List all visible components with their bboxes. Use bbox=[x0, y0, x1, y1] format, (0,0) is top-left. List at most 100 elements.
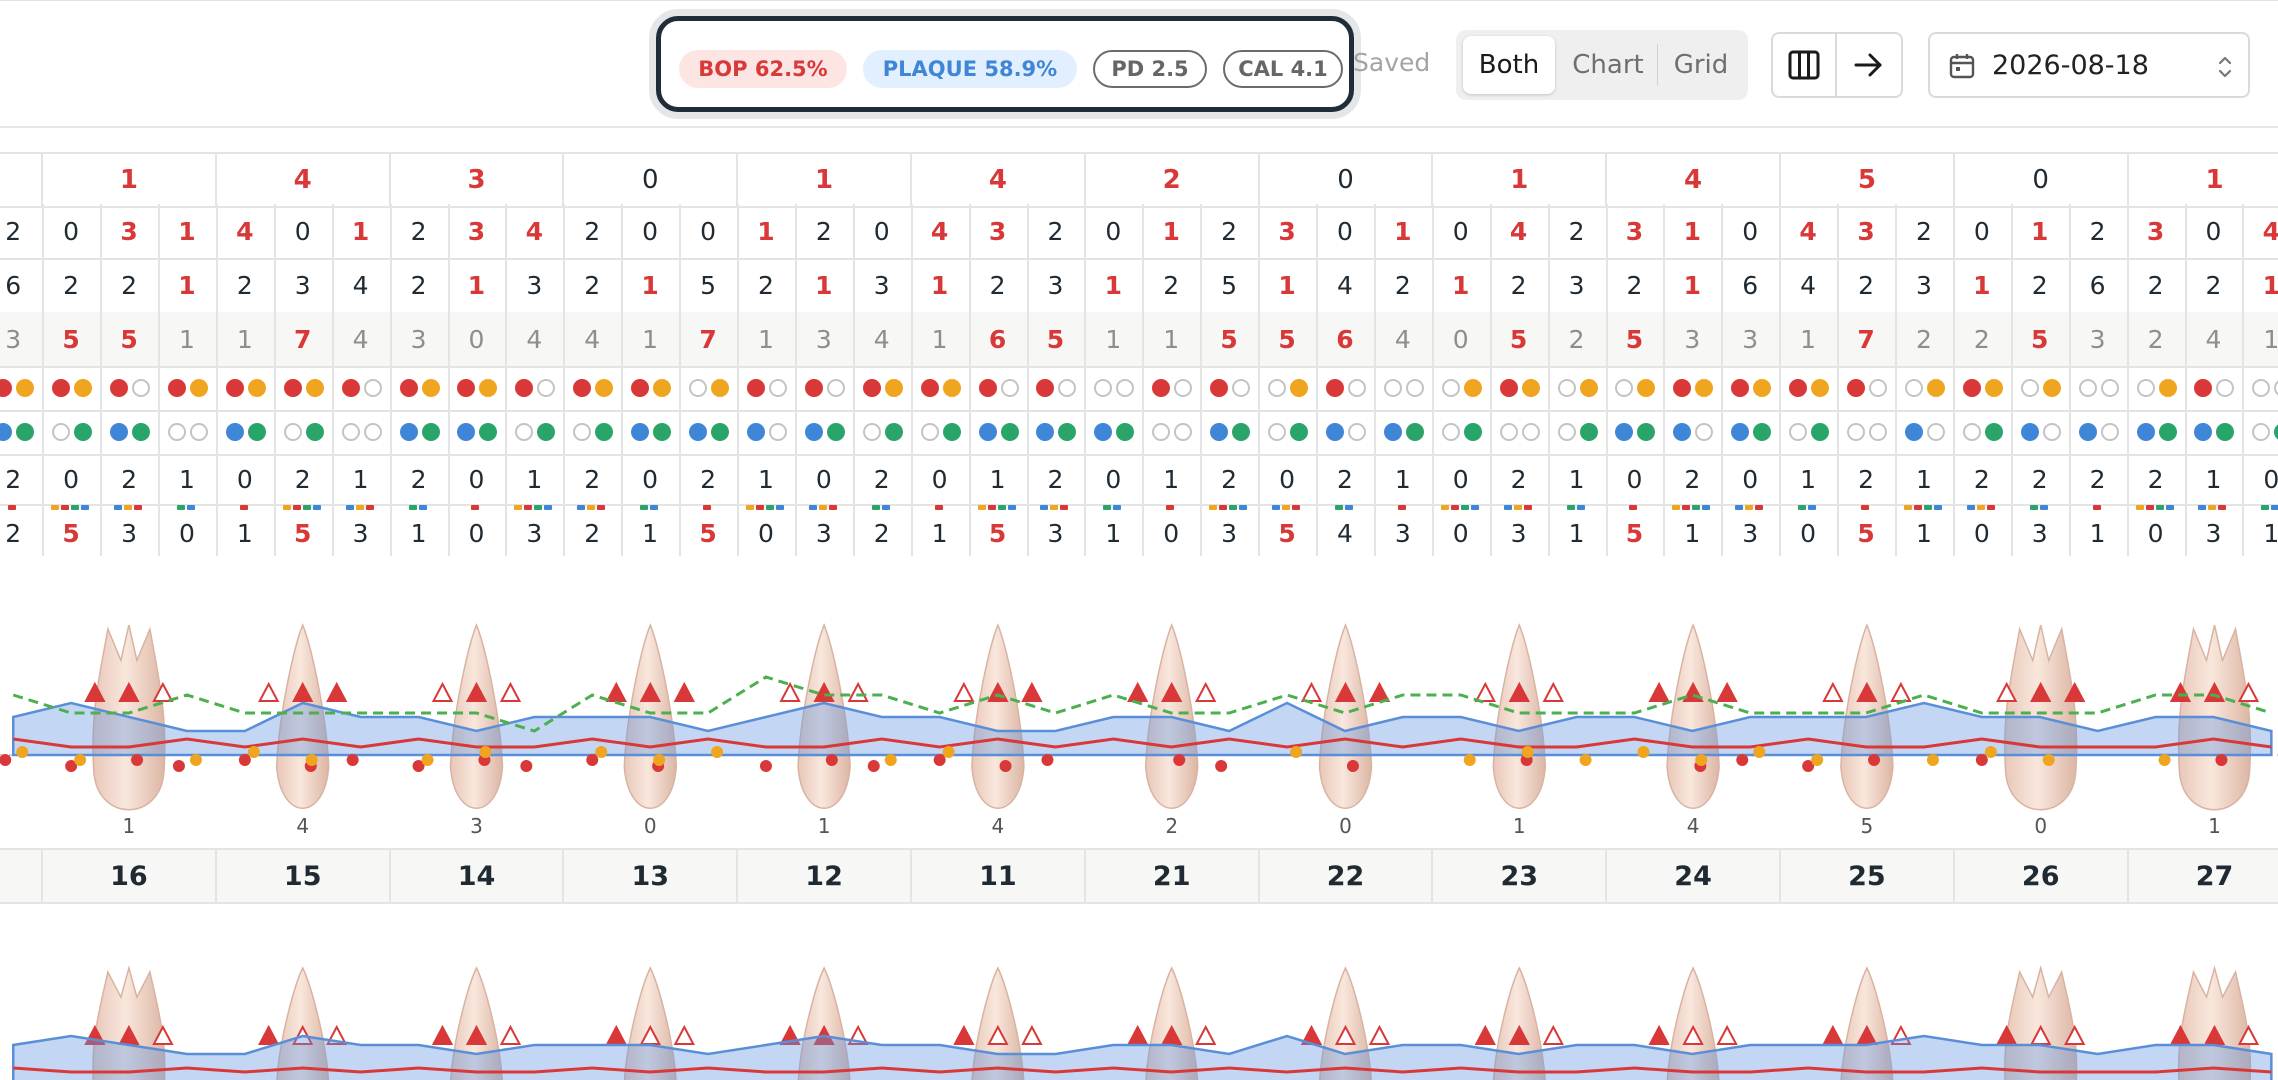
suppuration-dot[interactable] bbox=[1521, 379, 1540, 397]
plaque-dot[interactable] bbox=[1731, 423, 1750, 441]
bleeding-dot[interactable] bbox=[1036, 379, 1055, 397]
gingival-margin-cell[interactable]: 1 bbox=[178, 270, 196, 300]
cal-cell[interactable]: 1 bbox=[757, 324, 774, 354]
calculus-dot[interactable] bbox=[479, 423, 498, 441]
bleeding-cell[interactable]: 0 bbox=[1105, 464, 1122, 494]
plaque-dot[interactable] bbox=[1962, 423, 1981, 441]
gingival-margin-cell[interactable]: 2 bbox=[410, 270, 427, 300]
cal-cell[interactable]: 5 bbox=[120, 324, 138, 354]
furcation-cell[interactable]: 3 bbox=[121, 518, 137, 548]
cal-cell[interactable]: 4 bbox=[2205, 324, 2222, 354]
furcation-cell[interactable]: 3 bbox=[526, 518, 543, 548]
date-picker[interactable]: 2026-08-18 bbox=[1928, 32, 2250, 98]
suppuration-dot[interactable] bbox=[884, 379, 903, 397]
gingival-margin-cell[interactable]: 5 bbox=[700, 270, 716, 300]
probing-depth-cell[interactable]: 0 bbox=[294, 216, 311, 246]
suppuration-dot[interactable] bbox=[132, 379, 151, 397]
lower-tooth-26[interactable] bbox=[2004, 965, 2078, 1080]
gingival-margin-cell[interactable]: 3 bbox=[1915, 270, 1932, 300]
calculus-dot[interactable] bbox=[2042, 423, 2061, 441]
tooth-24[interactable] bbox=[1666, 623, 1720, 809]
tooth-14[interactable] bbox=[449, 623, 504, 809]
probing-depth-cell[interactable]: 2 bbox=[1568, 216, 1585, 246]
calculus-dot[interactable] bbox=[942, 423, 961, 441]
bleeding-cell[interactable]: 0 bbox=[236, 464, 253, 494]
gingival-margin-cell[interactable]: 2 bbox=[584, 270, 601, 300]
calculus-dot[interactable] bbox=[1637, 423, 1656, 441]
gingival-margin-cell[interactable]: 1 bbox=[1278, 270, 1296, 300]
cal-cell[interactable]: 4 bbox=[584, 324, 601, 354]
suppuration-dot[interactable] bbox=[305, 379, 324, 397]
calculus-dot[interactable] bbox=[884, 423, 903, 441]
plaque-dot[interactable] bbox=[399, 423, 418, 441]
bleeding-cell[interactable]: 2 bbox=[5, 464, 22, 494]
calculus-dot[interactable] bbox=[305, 423, 324, 441]
view-both-button[interactable]: Both bbox=[1463, 36, 1555, 94]
calculus-dot[interactable] bbox=[1290, 423, 1309, 441]
mobility-cell[interactable]: 1 bbox=[1510, 165, 1529, 195]
bleeding-cell[interactable]: 2 bbox=[1336, 464, 1353, 494]
plaque-dot[interactable] bbox=[1152, 423, 1171, 441]
furcation-cell[interactable]: 5 bbox=[1625, 518, 1644, 548]
furcation-cell[interactable]: 1 bbox=[2263, 518, 2278, 548]
lower-tooth-16[interactable] bbox=[92, 965, 166, 1080]
bleeding-cell[interactable]: 2 bbox=[1858, 464, 1874, 494]
suppuration-dot[interactable] bbox=[595, 379, 614, 397]
plaque-dot[interactable] bbox=[978, 423, 997, 441]
bleeding-dot[interactable] bbox=[1441, 379, 1460, 397]
calculus-dot[interactable] bbox=[1232, 423, 1251, 441]
furcation-cell[interactable]: 3 bbox=[1047, 518, 1064, 548]
gingival-margin-cell[interactable]: 1 bbox=[641, 270, 659, 300]
furcation-cell[interactable]: 2 bbox=[584, 518, 601, 548]
probing-depth-cell[interactable]: 2 bbox=[584, 216, 601, 246]
bleeding-dot[interactable] bbox=[1557, 379, 1576, 397]
bleeding-cell[interactable]: 1 bbox=[1568, 464, 1585, 494]
mobility-cell[interactable]: 1 bbox=[119, 165, 138, 195]
bleeding-cell[interactable]: 2 bbox=[1047, 464, 1064, 494]
tooth-number[interactable]: 23 bbox=[1500, 860, 1539, 892]
calculus-dot[interactable] bbox=[595, 423, 614, 441]
bleeding-cell[interactable]: 0 bbox=[468, 464, 485, 494]
suppuration-dot[interactable] bbox=[1637, 379, 1656, 397]
bleeding-dot[interactable] bbox=[1268, 379, 1287, 397]
bleeding-dot[interactable] bbox=[920, 379, 939, 397]
suppuration-dot[interactable] bbox=[2216, 379, 2235, 397]
plaque-dot[interactable] bbox=[1789, 423, 1808, 441]
furcation-cell[interactable]: 3 bbox=[2031, 518, 2048, 548]
plaque-dot[interactable] bbox=[1268, 423, 1287, 441]
gingival-margin-cell[interactable]: 2 bbox=[121, 270, 137, 300]
calculus-dot[interactable] bbox=[1000, 423, 1019, 441]
tooth-number[interactable]: 11 bbox=[979, 860, 1017, 892]
bleeding-dot[interactable] bbox=[1210, 379, 1229, 397]
bleeding-dot[interactable] bbox=[573, 379, 592, 397]
plaque-dot[interactable] bbox=[515, 423, 534, 441]
calculus-dot[interactable] bbox=[2216, 423, 2235, 441]
probing-depth-cell[interactable]: 3 bbox=[1278, 216, 1296, 246]
furcation-cell[interactable]: 1 bbox=[236, 518, 253, 548]
tooth-22[interactable] bbox=[1318, 623, 1373, 809]
furcation-cell[interactable]: 1 bbox=[1568, 518, 1585, 548]
calculus-dot[interactable] bbox=[1811, 423, 1830, 441]
tooth-number[interactable]: 26 bbox=[2021, 860, 2060, 892]
plaque-dot[interactable] bbox=[2078, 423, 2097, 441]
gingival-margin-cell[interactable]: 4 bbox=[1800, 270, 1817, 300]
cal-cell[interactable]: 5 bbox=[1625, 324, 1644, 354]
bleeding-dot[interactable] bbox=[167, 379, 186, 397]
bleeding-cell[interactable]: 2 bbox=[2147, 464, 2164, 494]
bleeding-dot[interactable] bbox=[2194, 379, 2213, 397]
suppuration-dot[interactable] bbox=[2274, 379, 2278, 397]
gingival-margin-cell[interactable]: 5 bbox=[1221, 270, 1238, 300]
furcation-cell[interactable]: 3 bbox=[1221, 518, 1238, 548]
calculus-dot[interactable] bbox=[1579, 423, 1598, 441]
furcation-cell[interactable]: 0 bbox=[1973, 518, 1990, 548]
furcation-cell[interactable]: 5 bbox=[1278, 518, 1296, 548]
gingival-margin-cell[interactable]: 1 bbox=[1452, 270, 1470, 300]
mobility-cell[interactable]: 4 bbox=[293, 165, 312, 195]
bleeding-dot[interactable] bbox=[1325, 379, 1344, 397]
calculus-dot[interactable] bbox=[1926, 423, 1945, 441]
cal-cell[interactable]: 3 bbox=[5, 324, 22, 354]
gingival-margin-cell[interactable]: 6 bbox=[5, 270, 22, 300]
tooth-number[interactable]: 22 bbox=[1326, 860, 1365, 892]
gingival-margin-cell[interactable]: 1 bbox=[1683, 270, 1702, 300]
furcation-cell[interactable]: 1 bbox=[1105, 518, 1122, 548]
